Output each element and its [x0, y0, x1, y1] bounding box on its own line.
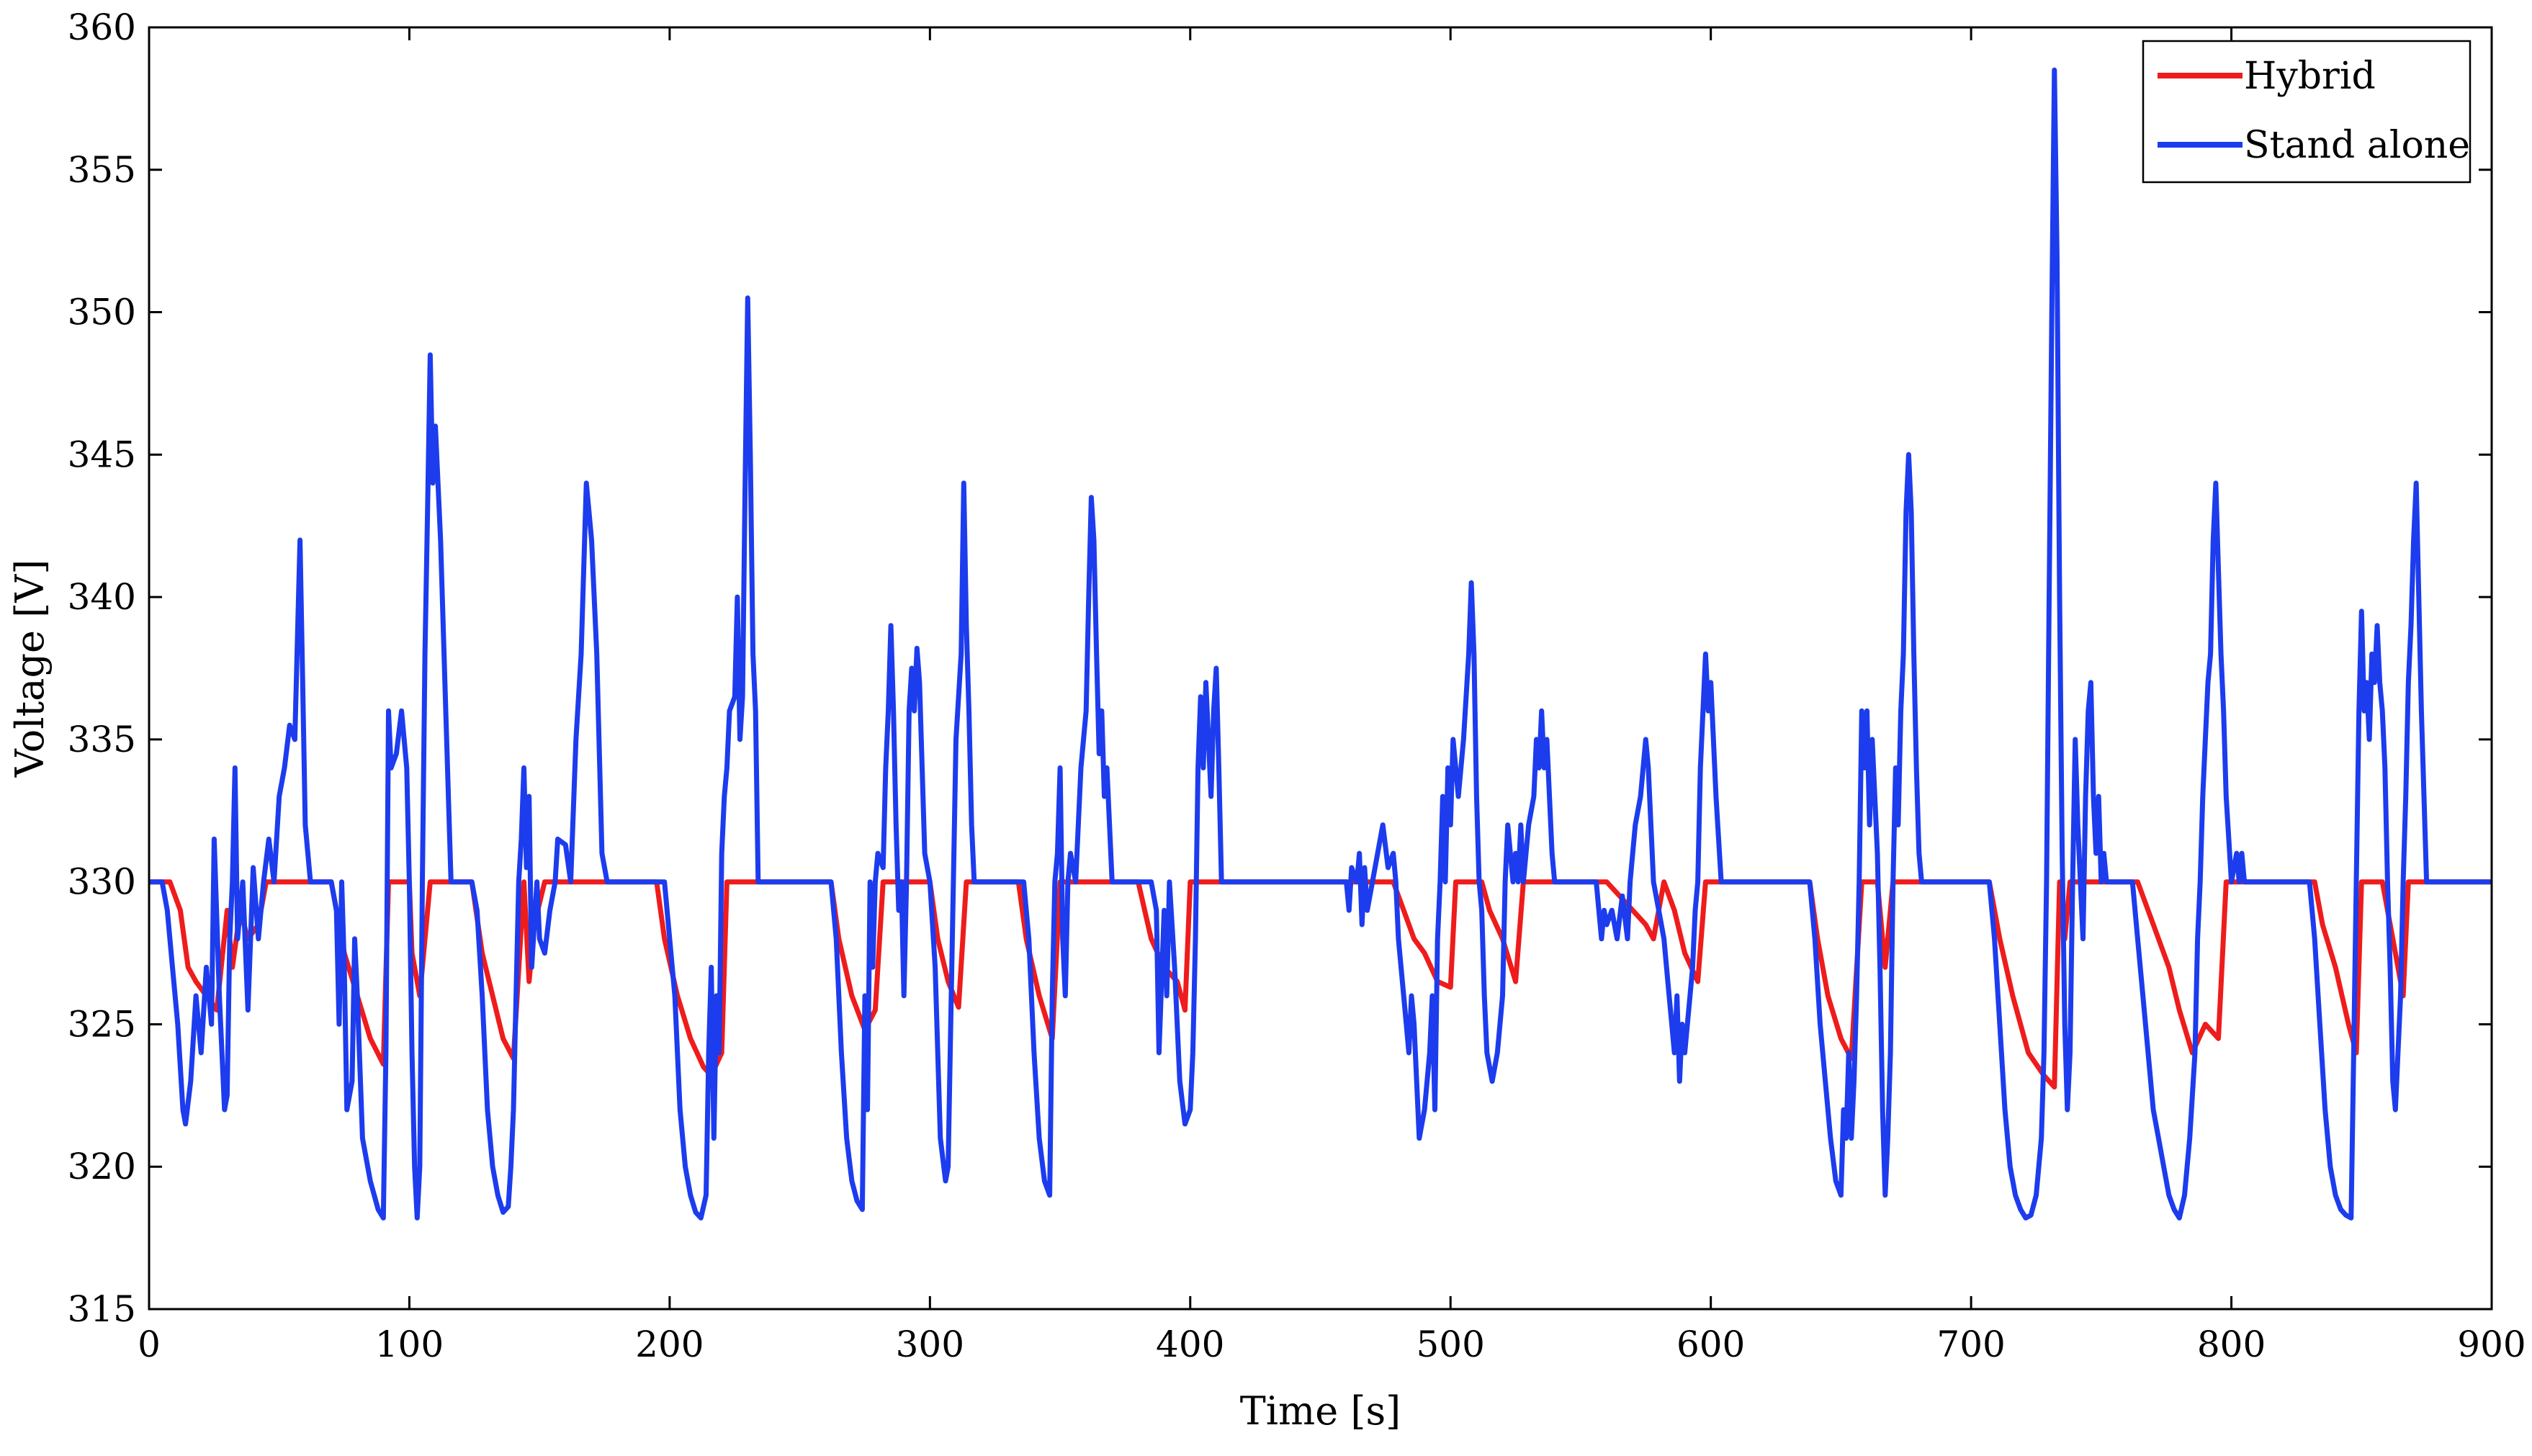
- y-tick-label: 340: [68, 576, 136, 618]
- x-axis-ticks: 0 100 200 300 400 500 600 700 800 900: [138, 27, 2526, 1365]
- x-tick-label: 900: [2457, 1324, 2526, 1365]
- x-tick-label: 100: [375, 1324, 444, 1365]
- x-tick-label: 0: [138, 1324, 161, 1365]
- x-tick-label: 200: [635, 1324, 704, 1365]
- y-axis-title: Voltage [V]: [7, 560, 53, 778]
- x-tick-label: 300: [896, 1324, 964, 1365]
- legend-box: [2142, 40, 2472, 184]
- legend: Hybrid Stand alone: [2142, 40, 2472, 184]
- y-tick-label: 330: [68, 861, 136, 903]
- series-layer: [149, 67, 2492, 1221]
- x-tick-label: 500: [1417, 1324, 1485, 1365]
- x-tick-label: 400: [1156, 1324, 1224, 1365]
- y-tick-label: 355: [68, 149, 136, 191]
- legend-label-hybrid: Hybrid: [2244, 55, 2376, 98]
- y-tick-label: 350: [68, 292, 136, 333]
- x-axis-title: Time [s]: [1240, 1388, 1401, 1434]
- series-line-stand-alone: [149, 67, 2492, 1221]
- y-tick-label: 335: [68, 719, 136, 760]
- y-axis-ticks: 315 320 325 330 335 340 345 350 355 360: [68, 6, 2492, 1330]
- legend-label-stand-alone: Stand alone: [2244, 124, 2470, 167]
- y-tick-label: 360: [68, 6, 136, 48]
- x-tick-label: 700: [1936, 1324, 2005, 1365]
- x-tick-label: 600: [1676, 1324, 1745, 1365]
- y-tick-label: 345: [68, 433, 136, 475]
- y-tick-label: 315: [68, 1288, 136, 1330]
- y-tick-label: 320: [68, 1146, 136, 1187]
- x-tick-label: 800: [2197, 1324, 2266, 1365]
- plot-frame: [148, 26, 2493, 1311]
- y-tick-label: 325: [68, 1003, 136, 1045]
